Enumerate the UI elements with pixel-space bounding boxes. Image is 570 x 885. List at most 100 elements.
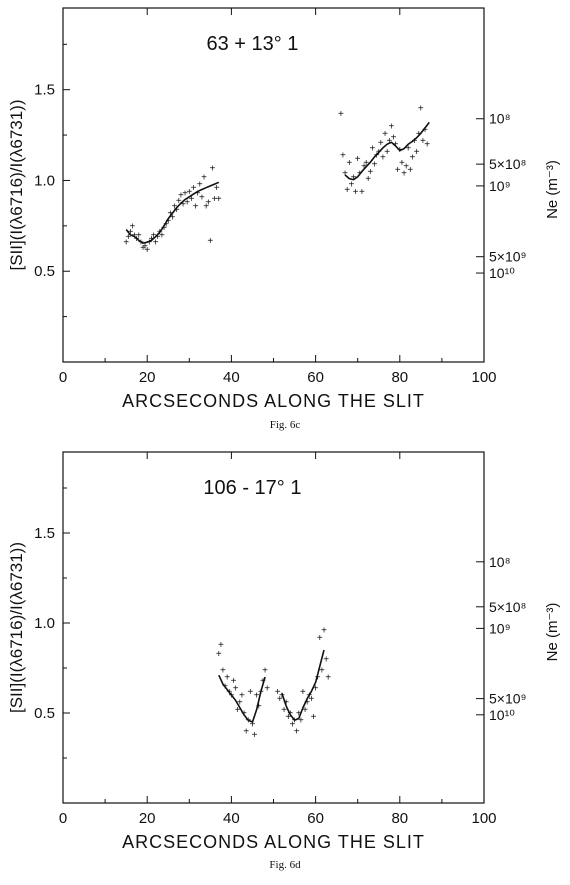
data-point: +	[220, 665, 226, 676]
fit-curve	[125, 181, 220, 244]
data-point: +	[159, 230, 165, 241]
data-point: +	[285, 712, 291, 723]
ne-tick-label: 5×10⁸	[489, 156, 527, 172]
ne-axis-label: Ne (m⁻³)	[544, 160, 561, 219]
data-point: +	[424, 140, 430, 151]
data-point: +	[391, 132, 397, 143]
y-tick-label: 1.5	[34, 82, 55, 99]
fit-curve	[281, 649, 325, 722]
data-point: +	[290, 719, 296, 730]
data-point: +	[359, 187, 365, 198]
data-point: +	[235, 705, 241, 716]
data-point: +	[201, 172, 207, 183]
y-axis-label: [SII](I(λ6716)/I(λ6731))	[7, 542, 26, 713]
data-point: +	[277, 694, 283, 705]
data-point: +	[155, 232, 161, 243]
x-tick-label: 80	[391, 810, 408, 827]
data-point: +	[186, 187, 192, 198]
data-point: +	[167, 209, 173, 220]
data-point: +	[365, 174, 371, 185]
data-point: +	[420, 136, 426, 147]
data-point: +	[283, 698, 289, 709]
y-tick-label: 1.0	[34, 615, 55, 632]
data-point: +	[207, 236, 213, 247]
data-point: +	[174, 205, 180, 216]
data-point: +	[395, 165, 401, 176]
data-point: +	[153, 238, 159, 249]
data-point: +	[193, 201, 199, 212]
data-point: +	[140, 243, 146, 254]
data-point: +	[182, 189, 188, 200]
data-point: +	[361, 161, 367, 172]
data-point: +	[323, 655, 329, 666]
data-point: +	[146, 238, 152, 249]
data-point: +	[180, 200, 186, 211]
data-point: +	[304, 698, 310, 709]
chart-title: 63 + 13° 1	[206, 33, 298, 55]
ne-tick-label: 5×10⁸	[489, 599, 527, 615]
data-point: +	[136, 230, 142, 241]
ne-tick-label: 10¹⁰	[489, 707, 515, 723]
y-tick-label: 1.0	[34, 172, 55, 189]
data-point: +	[300, 687, 306, 698]
fit-curve	[344, 121, 430, 181]
data-point: +	[281, 705, 287, 716]
chart-panel-1: 63 + 13° 1 0 20 40 60 80 100 0.5 1.0 1.5 10⁸ 5×10⁸ 1…	[7, 7, 561, 431]
data-point: +	[252, 730, 258, 741]
y-axis-label: [SII](I(λ6716)/I(λ6731))	[7, 99, 26, 270]
data-point: +	[210, 163, 216, 174]
data-point: +	[218, 640, 224, 651]
x-tick-label: 40	[223, 810, 240, 827]
y-tick-label: 0.5	[34, 263, 55, 280]
data-point: +	[367, 167, 373, 178]
data-point: +	[130, 221, 136, 232]
data-point: +	[342, 169, 348, 180]
ne-axis-label: Ne (m⁻³)	[544, 603, 561, 662]
y-tick-label: 1.5	[34, 525, 55, 542]
data-point: +	[275, 687, 281, 698]
data-point: +	[407, 165, 413, 176]
data-point: +	[422, 125, 428, 136]
data-point: +	[405, 143, 411, 154]
x-tick-label: 100	[471, 369, 496, 386]
data-point: +	[224, 673, 230, 684]
data-point: +	[355, 154, 361, 165]
data-point: +	[372, 160, 378, 171]
ne-tick-label: 5×10⁹	[489, 691, 527, 707]
data-point: +	[212, 194, 218, 205]
x-axis-label: ARCSECONDS ALONG THE SLIT	[122, 832, 425, 852]
plot-frame	[62, 451, 485, 804]
data-point: +	[302, 705, 308, 716]
data-point: +	[254, 691, 260, 702]
data-point: +	[298, 716, 304, 727]
data-point: +	[308, 694, 314, 705]
ne-tick-label: 10⁹	[489, 620, 511, 636]
fit-curve	[218, 674, 266, 724]
data-point: +	[264, 683, 270, 694]
x-tick-label: 0	[59, 369, 67, 386]
data-point: +	[191, 183, 197, 194]
x-tick-label: 60	[307, 810, 324, 827]
data-point: +	[262, 665, 268, 676]
data-point: +	[138, 238, 144, 249]
data-point: +	[197, 180, 203, 191]
data-point: +	[178, 190, 184, 201]
data-point: +	[188, 194, 194, 205]
data-point: +	[338, 109, 344, 120]
data-point: +	[247, 687, 253, 698]
data-point: +	[243, 727, 249, 738]
x-tick-label: 20	[139, 810, 156, 827]
data-point: +	[142, 241, 148, 252]
data-point: +	[216, 649, 222, 660]
x-tick-label: 80	[391, 369, 408, 386]
data-point: +	[410, 152, 416, 163]
data-point: +	[317, 633, 323, 644]
data-point: +	[239, 691, 245, 702]
x-tick-label: 20	[139, 369, 156, 386]
data-point: +	[348, 180, 354, 191]
data-point: +	[125, 232, 131, 243]
figure-caption: Fig. 6c	[270, 419, 301, 431]
figure-caption: Fig. 6d	[269, 859, 301, 871]
